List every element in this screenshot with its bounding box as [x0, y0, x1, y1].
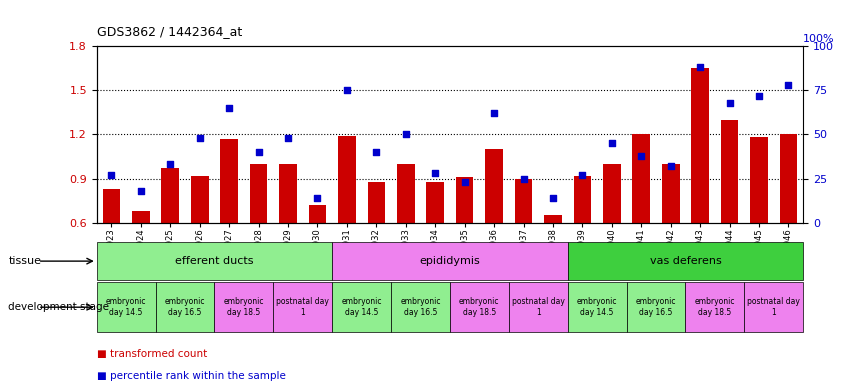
- Point: [193, 135, 206, 141]
- Point: [163, 161, 177, 167]
- Bar: [662, 164, 680, 223]
- Point: [428, 170, 442, 176]
- Bar: [214, 282, 273, 332]
- Point: [251, 149, 265, 155]
- Text: postnatal day
1: postnatal day 1: [748, 298, 800, 317]
- Text: tissue: tissue: [8, 256, 41, 266]
- Point: [781, 82, 795, 88]
- Point: [310, 195, 324, 201]
- Bar: [103, 189, 120, 223]
- Text: embryonic
day 18.5: embryonic day 18.5: [224, 298, 264, 317]
- Text: postnatal day
1: postnatal day 1: [512, 298, 564, 317]
- Point: [664, 163, 677, 169]
- Point: [487, 110, 500, 116]
- Text: 100%: 100%: [803, 34, 835, 44]
- Text: embryonic
day 14.5: embryonic day 14.5: [577, 298, 617, 317]
- Text: ■ percentile rank within the sample: ■ percentile rank within the sample: [97, 371, 286, 381]
- Point: [222, 105, 235, 111]
- Point: [722, 99, 736, 106]
- Point: [458, 179, 471, 185]
- Bar: [632, 134, 650, 223]
- Point: [634, 152, 648, 159]
- Point: [516, 175, 530, 182]
- Text: embryonic
day 14.5: embryonic day 14.5: [341, 298, 382, 317]
- Text: embryonic
day 14.5: embryonic day 14.5: [106, 298, 146, 317]
- Text: embryonic
day 16.5: embryonic day 16.5: [636, 298, 676, 317]
- Text: vas deferens: vas deferens: [649, 256, 722, 266]
- Point: [546, 195, 559, 201]
- Point: [605, 140, 618, 146]
- Bar: [780, 134, 797, 223]
- Bar: [426, 182, 444, 223]
- Bar: [603, 164, 621, 223]
- Bar: [391, 282, 450, 332]
- Point: [281, 135, 294, 141]
- Bar: [338, 136, 356, 223]
- Text: development stage: development stage: [8, 302, 109, 312]
- Point: [752, 93, 765, 99]
- Point: [104, 172, 118, 178]
- Text: GDS3862 / 1442364_at: GDS3862 / 1442364_at: [97, 25, 242, 38]
- Bar: [574, 175, 591, 223]
- Bar: [456, 177, 473, 223]
- Bar: [568, 282, 627, 332]
- Bar: [191, 175, 209, 223]
- Bar: [132, 211, 150, 223]
- Bar: [568, 242, 803, 280]
- Bar: [220, 139, 238, 223]
- Bar: [97, 242, 332, 280]
- Text: embryonic
day 16.5: embryonic day 16.5: [400, 298, 441, 317]
- Bar: [273, 282, 332, 332]
- Point: [340, 87, 353, 93]
- Bar: [279, 164, 297, 223]
- Bar: [161, 168, 179, 223]
- Bar: [750, 137, 768, 223]
- Text: postnatal day
1: postnatal day 1: [277, 298, 329, 317]
- Bar: [97, 282, 156, 332]
- Bar: [721, 120, 738, 223]
- Bar: [544, 215, 562, 223]
- Bar: [691, 68, 709, 223]
- Bar: [250, 164, 267, 223]
- Bar: [156, 282, 214, 332]
- Text: epididymis: epididymis: [420, 256, 480, 266]
- Text: ■ transformed count: ■ transformed count: [97, 349, 207, 359]
- Point: [134, 188, 147, 194]
- Bar: [627, 282, 685, 332]
- Point: [575, 172, 589, 178]
- Bar: [485, 149, 503, 223]
- Point: [693, 64, 706, 70]
- Bar: [744, 282, 803, 332]
- Bar: [309, 205, 326, 223]
- Point: [369, 149, 383, 155]
- Bar: [368, 182, 385, 223]
- Text: embryonic
day 18.5: embryonic day 18.5: [695, 298, 735, 317]
- Bar: [509, 282, 568, 332]
- Bar: [332, 282, 391, 332]
- Bar: [450, 282, 509, 332]
- Text: embryonic
day 16.5: embryonic day 16.5: [165, 298, 205, 317]
- Bar: [397, 164, 415, 223]
- Bar: [685, 282, 744, 332]
- Text: efferent ducts: efferent ducts: [175, 256, 254, 266]
- Bar: [515, 179, 532, 223]
- Text: embryonic
day 18.5: embryonic day 18.5: [459, 298, 500, 317]
- Bar: [332, 242, 568, 280]
- Point: [399, 131, 412, 137]
